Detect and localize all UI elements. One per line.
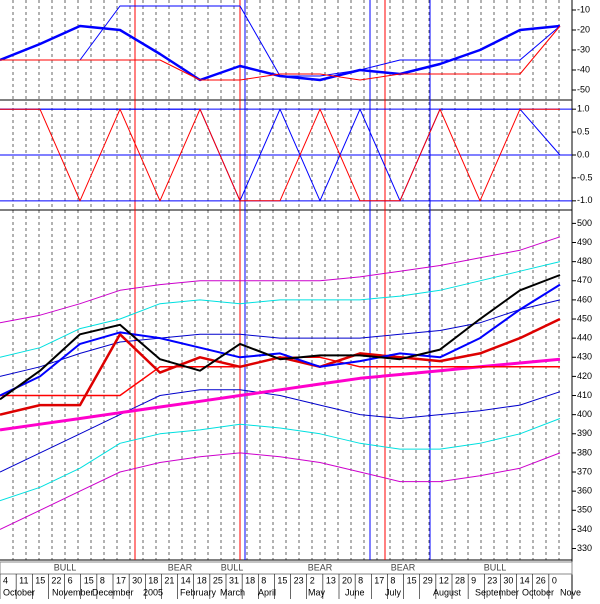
series-line — [0, 418, 561, 502]
month-label: December — [92, 587, 134, 597]
month-label: October — [3, 587, 35, 597]
day-label: 2 — [310, 575, 315, 585]
day-label: 30 — [132, 575, 142, 585]
y-tick-label: 370 — [577, 466, 592, 476]
day-label: 17 — [116, 575, 126, 585]
day-label: 11 — [19, 575, 28, 585]
month-label: May — [308, 587, 326, 597]
month-label: March — [220, 587, 245, 597]
day-label: 30 — [503, 575, 513, 585]
y-tick-label: 490 — [577, 237, 592, 247]
y-tick-label: 0.5 — [577, 126, 590, 136]
day-label: 14 — [520, 575, 530, 585]
day-label: 23 — [294, 575, 304, 585]
day-label: 9 — [471, 575, 476, 585]
day-label: 6 — [68, 575, 73, 585]
day-label: 25 — [213, 575, 223, 585]
y-tick-label: -50 — [577, 84, 590, 94]
regime-label: BEAR — [168, 562, 193, 572]
series-line — [0, 274, 561, 401]
y-tick-label: 460 — [577, 294, 592, 304]
day-label: 13 — [326, 575, 336, 585]
day-label: 26 — [536, 575, 546, 585]
series-line — [0, 283, 561, 397]
month-label: October — [522, 587, 554, 597]
day-label: 14 — [181, 575, 191, 585]
day-label: 4 — [3, 575, 8, 585]
day-label: 23 — [487, 575, 497, 585]
series-line — [0, 108, 561, 202]
y-tick-label: -0.5 — [577, 172, 593, 182]
month-label: 2005 — [143, 587, 163, 597]
day-label: 0 — [552, 575, 557, 585]
y-tick-label: -30 — [577, 44, 590, 54]
series-line — [0, 357, 561, 432]
regime-strip — [0, 561, 573, 575]
y-tick-label: 340 — [577, 524, 592, 534]
y-tick-label: -1.0 — [577, 195, 593, 205]
month-label: August — [433, 587, 462, 597]
series-line — [0, 5, 561, 77]
y-tick-label: 360 — [577, 486, 592, 496]
regime-label: BULL — [484, 562, 507, 572]
y-tick-label: 470 — [577, 275, 592, 285]
series-line — [0, 452, 561, 530]
y-tick-label: 0.0 — [577, 149, 590, 159]
month-label: November — [52, 587, 94, 597]
day-label: 18 — [197, 575, 207, 585]
y-tick-label: 420 — [577, 371, 592, 381]
series-line — [0, 236, 561, 324]
day-label: 22 — [51, 575, 61, 585]
day-label: 8 — [261, 575, 266, 585]
day-label: 15 — [35, 575, 45, 585]
day-label: 8 — [358, 575, 363, 585]
day-label: 15 — [277, 575, 287, 585]
day-label: 15 — [84, 575, 94, 585]
day-label: 17 — [374, 575, 384, 585]
series-line — [0, 108, 560, 202]
day-label: 20 — [342, 575, 352, 585]
day-label: 15 — [407, 575, 417, 585]
day-label: 28 — [455, 575, 465, 585]
series-line — [0, 261, 561, 358]
y-tick-label: 450 — [577, 313, 592, 323]
month-label: April — [258, 587, 276, 597]
regime-label: BULL — [221, 562, 244, 572]
series-line — [0, 299, 561, 377]
y-tick-label: 1.0 — [577, 104, 590, 114]
regime-label: BULL — [54, 562, 77, 572]
day-label: 8 — [390, 575, 395, 585]
y-tick-label: 350 — [577, 505, 592, 515]
day-label: 12 — [439, 575, 449, 585]
y-tick-label: 390 — [577, 428, 592, 438]
y-tick-label: 500 — [577, 218, 592, 228]
y-tick-label: 380 — [577, 447, 592, 457]
y-tick-label: -10 — [577, 4, 590, 14]
y-tick-label: 430 — [577, 352, 592, 362]
regime-label: BEAR — [391, 562, 416, 572]
series-line — [0, 389, 561, 473]
month-label: June — [345, 587, 365, 597]
y-tick-label: 480 — [577, 256, 592, 266]
y-tick-label: 330 — [577, 543, 592, 553]
day-label: 21 — [164, 575, 174, 585]
day-label: 18 — [245, 575, 255, 585]
day-label: 29 — [423, 575, 433, 585]
day-label: 31 — [229, 575, 239, 585]
series-line — [0, 317, 561, 416]
day-label: 8 — [100, 575, 105, 585]
y-tick-label: 410 — [577, 390, 592, 400]
month-label: February — [180, 587, 217, 597]
day-label: 18 — [148, 575, 158, 585]
month-label: September — [475, 587, 519, 597]
y-tick-label: 440 — [577, 333, 592, 343]
y-tick-label: 400 — [577, 409, 592, 419]
regime-label: BEAR — [308, 562, 333, 572]
month-label: July — [385, 587, 402, 597]
month-label: Nove — [560, 587, 581, 597]
y-tick-label: -20 — [577, 24, 590, 34]
series-line — [0, 25, 561, 81]
y-tick-label: -40 — [577, 64, 590, 74]
